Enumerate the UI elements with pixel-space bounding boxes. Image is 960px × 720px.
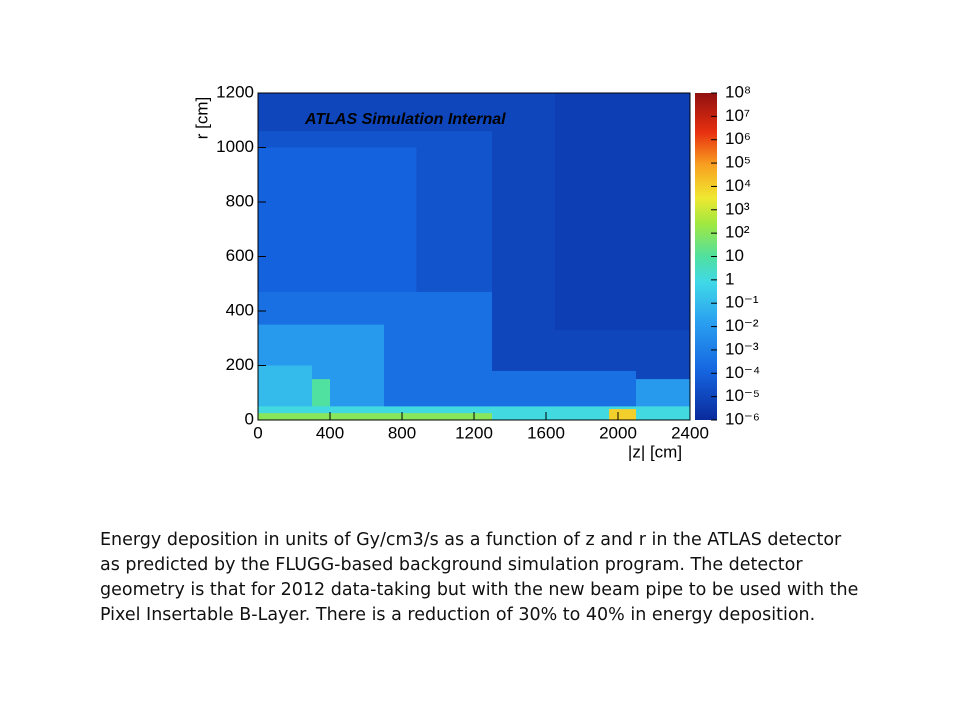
colorbar-tick-label: 10⁻⁴	[725, 363, 760, 382]
x-axis-label: |z| [cm]	[628, 442, 682, 461]
colorbar-tick-label: 10⁸	[725, 82, 751, 101]
colorbar-tick-label: 10⁻³	[725, 339, 759, 358]
colorbar-tick-label: 10	[725, 246, 744, 265]
colorbar-tick-label: 10⁷	[725, 106, 750, 125]
x-tick-label: 800	[388, 423, 416, 442]
y-tick-label: 1000	[216, 137, 254, 156]
colorbar-tick-label: 10⁻⁶	[725, 409, 760, 428]
heatmap-region	[609, 409, 636, 420]
y-tick-label: 800	[226, 191, 254, 210]
x-tick-label: 2400	[671, 423, 709, 442]
y-axis-label: r [cm]	[192, 97, 211, 140]
x-tick-label: 1200	[455, 423, 493, 442]
x-tick-label: 0	[253, 423, 262, 442]
colorbar	[695, 93, 717, 420]
y-tick-label: 400	[226, 300, 254, 319]
chart: ATLAS Simulation Internal |z| [cm] r [cm…	[192, 82, 760, 461]
caption: Energy deposition in units of Gy/cm3/s a…	[100, 530, 859, 625]
y-tick-label: 1200	[216, 82, 254, 101]
heatmap-region	[555, 93, 690, 331]
colorbar-tick-label: 10⁻⁵	[725, 386, 760, 405]
colorbar-tick-label: 10⁵	[725, 153, 751, 172]
x-tick-label: 1600	[527, 423, 565, 442]
colorbar-tick-label: 10²	[725, 223, 750, 242]
colorbar-tick-label: 10⁻¹	[725, 293, 759, 312]
colorbar-tick-label: 10⁻²	[725, 316, 759, 335]
x-tick-label: 400	[316, 423, 344, 442]
heatmap-region	[258, 147, 417, 292]
colorbar-tick-label: 10³	[725, 199, 750, 218]
y-tick-label: 0	[245, 409, 254, 428]
chart-title: ATLAS Simulation Internal	[304, 111, 506, 128]
colorbar-tick-label: 10⁴	[725, 176, 751, 195]
heatmap-cells	[258, 93, 690, 420]
x-tick-label: 2000	[599, 423, 637, 442]
y-tick-label: 600	[226, 246, 254, 265]
y-tick-label: 200	[226, 355, 254, 374]
heatmap-region	[258, 413, 492, 420]
colorbar-tick-label: 10⁶	[725, 129, 751, 148]
colorbar-tick-label: 1	[725, 269, 734, 288]
